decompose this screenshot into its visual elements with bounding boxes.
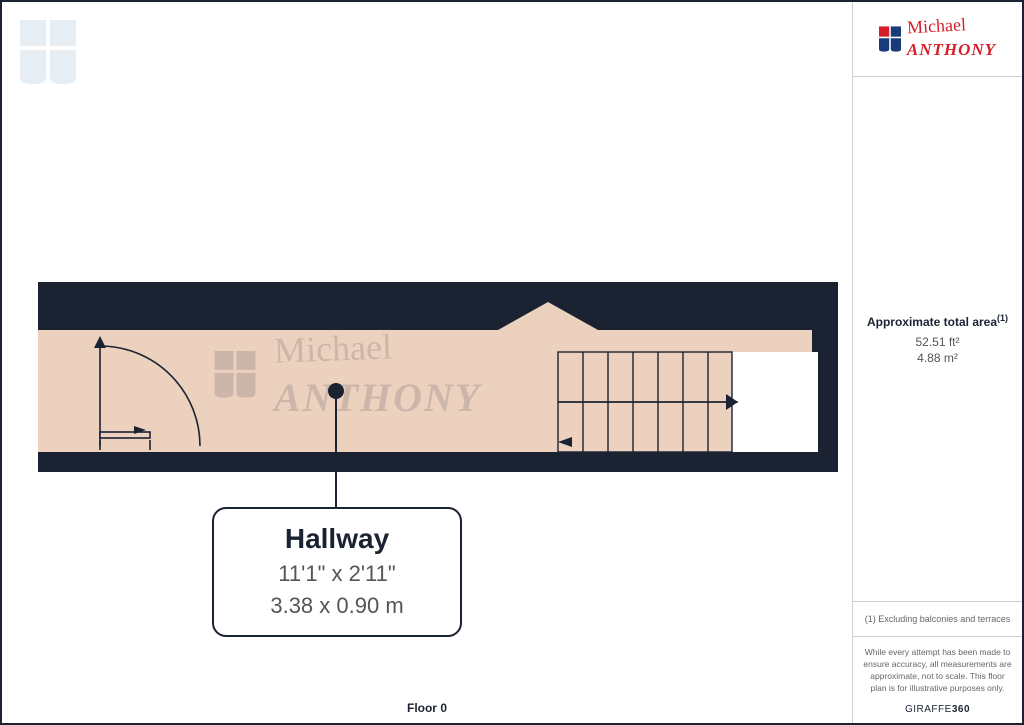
area-ft: 52.51 ft² (915, 335, 959, 349)
credit: GIRAFFE360 (863, 703, 1012, 717)
room-name: Hallway (224, 523, 450, 555)
room-dim-imperial: 11'1" x 2'11" (224, 561, 450, 587)
room-shape (38, 302, 812, 452)
brand-shield-icon (879, 26, 901, 52)
main-canvas: Michael ANTHONY Hallway 11'1" x 2'11" 3.… (2, 2, 852, 723)
brand-line1: Michael (906, 12, 996, 38)
disclaimer: While every attempt has been made to ens… (853, 636, 1022, 723)
void-rect (732, 352, 818, 452)
callout-leader-dot (328, 383, 344, 399)
area-title: Approximate total area(1) (867, 313, 1008, 329)
floorplan (38, 282, 838, 472)
page: Michael ANTHONY Hallway 11'1" x 2'11" 3.… (0, 0, 1024, 725)
watermark-shield-icon (20, 20, 76, 89)
brand-logo: Michael ANTHONY (853, 2, 1022, 77)
area-footnote: (1) Excluding balconies and terraces (853, 601, 1022, 636)
callout-leader (335, 390, 337, 507)
area-block: Approximate total area(1) 52.51 ft² 4.88… (853, 77, 1022, 601)
room-dim-metric: 3.38 x 0.90 m (224, 593, 450, 619)
sidebar: Michael ANTHONY Approximate total area(1… (852, 2, 1022, 723)
area-m: 4.88 m² (917, 351, 958, 365)
room-callout: Hallway 11'1" x 2'11" 3.38 x 0.90 m (212, 507, 462, 637)
floor-label: Floor 0 (2, 701, 852, 715)
brand-line2: ANTHONY (907, 40, 996, 60)
